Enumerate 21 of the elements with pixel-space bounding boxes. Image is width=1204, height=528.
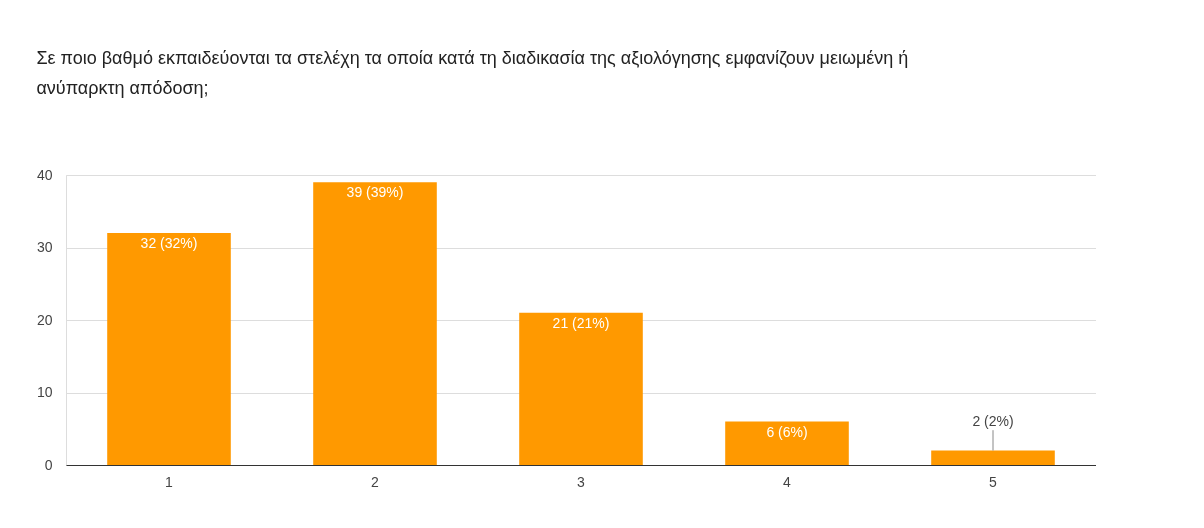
data-label: 21 (21%) (552, 314, 610, 331)
x-tick-label: 1 (165, 473, 174, 490)
x-tick-label: 2 (371, 473, 380, 490)
x-tick-label: 3 (577, 473, 586, 490)
x-tick-label: 4 (783, 473, 792, 490)
data-label: 32 (32%) (140, 235, 198, 251)
y-tick-label: 20 (36, 311, 53, 328)
bar (931, 450, 1055, 465)
bar (725, 421, 849, 465)
data-label: 6 (6%) (766, 423, 808, 440)
data-label: 39 (39%) (346, 184, 404, 201)
y-tick-label: 40 (36, 166, 53, 183)
bar (313, 182, 437, 465)
y-tick-label: 0 (44, 456, 53, 473)
x-tick-label: 5 (989, 473, 998, 490)
data-label: 2 (2%) (972, 412, 1014, 429)
chart-title: Σε ποιο βαθμό εκπαιδεύονται τα στελέχη τα οποία κατά τη διαδικασία της αξιολόγησης εμφανίζουν μειωμένη ή ανύπαρκτη απόδοση; (36, 48, 909, 98)
bar (107, 233, 231, 465)
y-tick-label: 10 (36, 384, 53, 400)
bar (519, 312, 643, 465)
y-tick-label: 30 (36, 239, 53, 255)
